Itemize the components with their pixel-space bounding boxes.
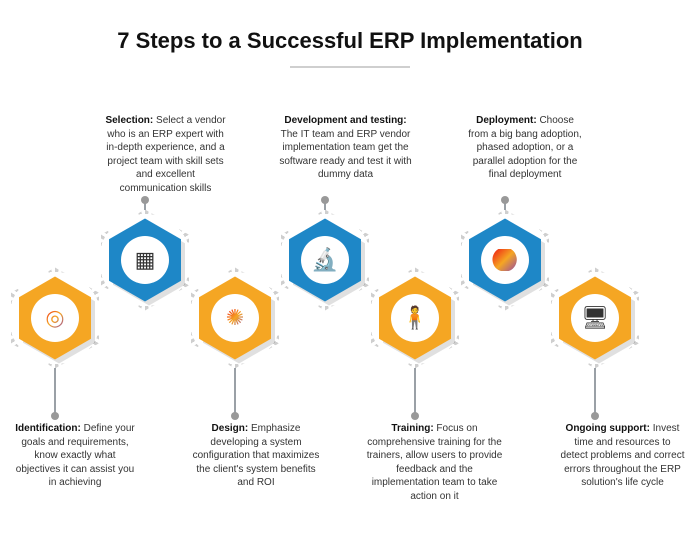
- caption-step-2: Selection: Select a vendor who is an ERP…: [103, 114, 228, 195]
- connector-line: [144, 200, 146, 210]
- hex-icon-circle: ▦: [121, 236, 169, 284]
- caption-title: Ongoing support:: [566, 423, 653, 434]
- globe-icon: 🌍: [491, 249, 518, 271]
- caption-step-5: Training: Focus on comprehensive trainin…: [362, 422, 507, 503]
- desk-icon: 🖥: [581, 307, 609, 329]
- caption-step-3: Design: Emphasize developing a system co…: [192, 422, 320, 490]
- hex-icon-circle: 🧍: [391, 294, 439, 342]
- connector-line: [234, 368, 236, 416]
- hex-icon-circle: 🖥: [571, 294, 619, 342]
- connector-line: [324, 200, 326, 210]
- caption-step-7: Ongoing support: Invest time and resourc…: [560, 422, 685, 490]
- caption-title: Design:: [212, 423, 251, 434]
- caption-title: Identification:: [15, 423, 83, 434]
- hex-icon-circle: 🔬: [301, 236, 349, 284]
- hex-icon-circle: ✺: [211, 294, 259, 342]
- microscope-icon: 🔬: [311, 249, 338, 271]
- step-hex-5: 🧍: [375, 272, 455, 364]
- connector-line: [414, 368, 416, 416]
- caption-step-1: Identification: Define your goals and re…: [15, 422, 135, 490]
- presenter-icon: 🧍: [401, 307, 428, 329]
- connector-line: [504, 200, 506, 210]
- step-hex-4: 🔬: [285, 214, 365, 306]
- target-icon: ◎: [45, 307, 64, 329]
- step-hex-2: ▦: [105, 214, 185, 306]
- step-hex-1: ◎: [15, 272, 95, 364]
- gear-brain-icon: ✺: [226, 307, 244, 329]
- caption-title: Selection:: [105, 115, 156, 126]
- page-title: 7 Steps to a Successful ERP Implementati…: [0, 28, 700, 54]
- caption-body: Select a vendor who is an ERP expert wit…: [106, 115, 225, 194]
- caption-title: Deployment:: [476, 115, 539, 126]
- caption-step-6: Deployment: Choose from a big bang adopt…: [465, 114, 585, 182]
- caption-step-4: Development and testing: The IT team and…: [278, 114, 413, 182]
- caption-body: Focus on comprehensive training for the …: [367, 423, 503, 502]
- connector-line: [54, 368, 56, 416]
- title-underline: [290, 66, 410, 68]
- connector-line: [594, 368, 596, 416]
- caption-body: The IT team and ERP vendor implementatio…: [279, 129, 411, 181]
- step-hex-6: 🌍: [465, 214, 545, 306]
- caption-title: Training:: [391, 423, 436, 434]
- hex-icon-circle: ◎: [31, 294, 79, 342]
- hex-icon-circle: 🌍: [481, 236, 529, 284]
- step-hex-7: 🖥: [555, 272, 635, 364]
- vending-icon: ▦: [135, 249, 156, 271]
- step-hex-3: ✺: [195, 272, 275, 364]
- caption-title: Development and testing:: [284, 115, 406, 126]
